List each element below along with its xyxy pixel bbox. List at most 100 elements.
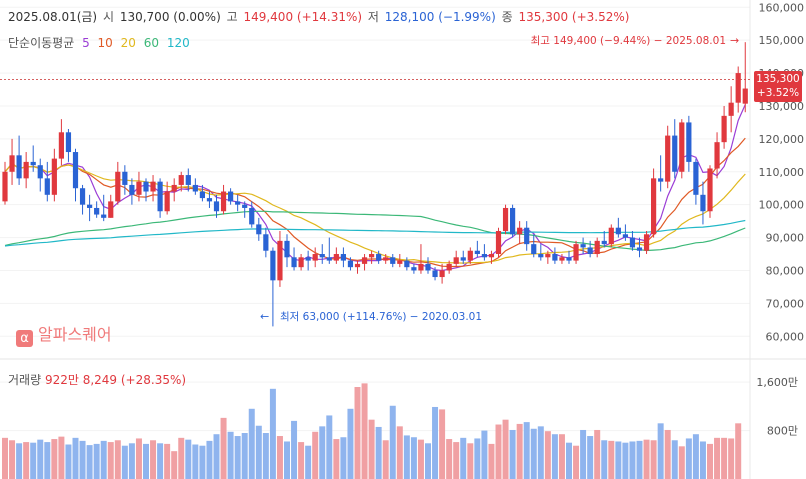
volume-bar bbox=[375, 426, 382, 479]
current-price: 135,300 bbox=[756, 73, 800, 85]
candle-body bbox=[397, 260, 403, 264]
volume-bar bbox=[439, 409, 446, 479]
high-annotation: 최고 149,400 (−9.44%) − 2025.08.01 → bbox=[531, 34, 740, 47]
volume-bar bbox=[164, 443, 171, 479]
volume-bar bbox=[284, 441, 290, 479]
volume-bar bbox=[601, 440, 608, 479]
volume-bar bbox=[664, 429, 671, 479]
candle-body bbox=[298, 257, 304, 268]
ma-legend[interactable]: 단순이동평균 5 10 20 60 120 bbox=[8, 34, 194, 51]
candle-body bbox=[538, 254, 544, 258]
volume-bar bbox=[354, 387, 361, 479]
volume-header: 거래량 922만 8,249 (+28.35%) bbox=[8, 371, 186, 388]
candle-body bbox=[552, 254, 558, 261]
candle-body bbox=[178, 175, 184, 185]
candle-body bbox=[679, 122, 685, 172]
volume-bar bbox=[636, 440, 643, 479]
candle-body bbox=[284, 240, 290, 258]
candle-body bbox=[390, 257, 396, 264]
candle-body bbox=[559, 257, 565, 261]
candle-body bbox=[446, 263, 452, 271]
volume-bar bbox=[291, 420, 298, 479]
ohlc-header: 2025.08.01(금) 시 130,700 (0.00%) 고 149,40… bbox=[8, 8, 631, 25]
volume-bar bbox=[121, 445, 128, 479]
volume-bar bbox=[114, 440, 121, 479]
ma-60: 60 bbox=[143, 36, 160, 50]
volume-bar bbox=[389, 405, 396, 479]
volume-bar bbox=[615, 441, 622, 479]
volume-bar bbox=[685, 438, 692, 479]
volume-bar bbox=[9, 440, 16, 479]
candle-body bbox=[721, 115, 727, 143]
candle-body bbox=[495, 230, 502, 255]
volume-bar bbox=[692, 434, 699, 479]
price-tick-label: 130,000 bbox=[759, 100, 805, 113]
volume-bar bbox=[523, 422, 530, 479]
volume-axis: 800만 1,600만 bbox=[0, 376, 798, 438]
volume-bar bbox=[37, 439, 44, 479]
high-annotation-text: 최고 149,400 (−9.44%) − 2025.08.01 bbox=[531, 35, 726, 47]
volume-bar bbox=[51, 439, 58, 479]
candle-body bbox=[340, 254, 346, 261]
candle-body bbox=[411, 267, 417, 271]
candle-body bbox=[524, 227, 530, 245]
candle-body bbox=[192, 184, 198, 192]
volume-bar bbox=[587, 436, 594, 479]
candle-body bbox=[686, 122, 692, 162]
volume-bar bbox=[530, 428, 537, 479]
high-arrow-icon: → bbox=[730, 34, 739, 47]
moving-average-lines bbox=[4, 104, 746, 272]
candle-body bbox=[573, 244, 579, 261]
candle-body bbox=[206, 198, 213, 202]
volume-bar bbox=[425, 443, 431, 479]
volume-bar bbox=[580, 429, 587, 479]
candle-body bbox=[44, 178, 50, 195]
candle-body bbox=[94, 207, 100, 215]
candle-body bbox=[291, 257, 297, 268]
candle-body bbox=[672, 135, 678, 172]
high-label: 고 bbox=[226, 10, 238, 24]
ma-line-20 bbox=[4, 162, 746, 264]
candles bbox=[2, 42, 748, 327]
candle-body bbox=[517, 227, 523, 235]
low-value: 128,100 (−1.99%) bbox=[384, 10, 496, 24]
volume-bar bbox=[276, 436, 283, 479]
candle-body bbox=[622, 234, 628, 238]
alphasquare-logo: α 알파스퀘어 bbox=[16, 321, 112, 347]
candle-body bbox=[566, 257, 572, 261]
volume-bar bbox=[269, 388, 276, 479]
volume-bar bbox=[72, 437, 79, 479]
candle-body bbox=[122, 171, 128, 185]
volume-bar bbox=[516, 423, 523, 479]
price-tick-label: 100,000 bbox=[759, 199, 805, 212]
volume-bar bbox=[509, 429, 516, 479]
volume-bar bbox=[107, 442, 114, 479]
volume-bar bbox=[192, 444, 199, 479]
candle-body bbox=[143, 181, 149, 192]
price-tick-label: 150,000 bbox=[759, 34, 805, 47]
candle-body bbox=[651, 178, 657, 235]
volume-bar bbox=[79, 440, 86, 479]
candle-body bbox=[30, 161, 36, 166]
low-annotation-text: 최저 63,000 (+114.76%) − 2020.03.01 bbox=[280, 311, 482, 323]
candle-body bbox=[629, 237, 636, 248]
volume-bar bbox=[248, 408, 255, 479]
price-tick-label: 80,000 bbox=[766, 264, 805, 277]
volume-bar bbox=[403, 435, 410, 479]
candle-body bbox=[601, 240, 607, 245]
volume-bar bbox=[382, 440, 389, 479]
volume-bar bbox=[333, 439, 340, 479]
candle-body bbox=[594, 240, 600, 255]
candle-body bbox=[101, 214, 107, 218]
volume-bar bbox=[305, 445, 312, 479]
volume-bar bbox=[220, 417, 227, 479]
volume-bar bbox=[58, 436, 65, 479]
candle-body bbox=[361, 257, 368, 264]
ma-5: 5 bbox=[82, 36, 90, 50]
candle-body bbox=[65, 132, 72, 153]
price-tick-label: 70,000 bbox=[766, 297, 805, 310]
candle-body bbox=[369, 254, 375, 258]
candle-body bbox=[728, 102, 734, 116]
ma-line-10 bbox=[4, 137, 746, 268]
volume-bar bbox=[502, 419, 509, 479]
